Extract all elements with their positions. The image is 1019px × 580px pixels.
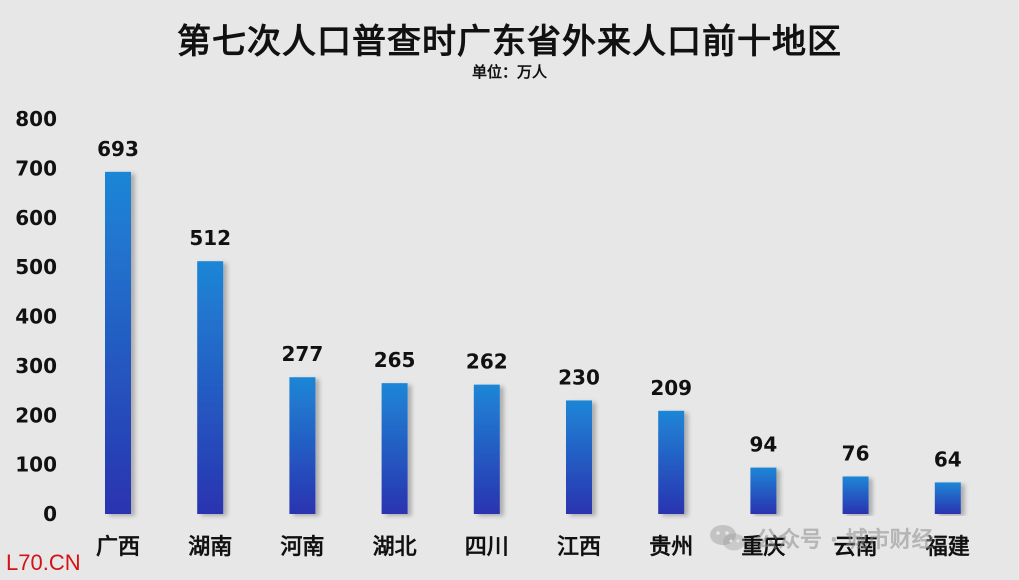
chart-title: 第七次人口普查时广东省外来人口前十地区	[177, 22, 842, 62]
data-label: 64	[934, 447, 962, 471]
bar	[289, 377, 316, 514]
y-tick-label: 300	[15, 354, 57, 378]
data-label: 230	[558, 365, 600, 389]
x-tick-label: 福建	[925, 535, 970, 560]
bar	[842, 476, 869, 514]
y-tick-label: 400	[15, 305, 57, 329]
bar	[658, 410, 685, 514]
bar	[566, 400, 592, 514]
bar	[934, 482, 961, 514]
y-tick-label: 600	[15, 206, 57, 230]
y-tick-label: 0	[43, 502, 57, 526]
x-tick-label: 云南	[834, 535, 878, 560]
data-label: 265	[374, 348, 416, 372]
bar	[473, 384, 500, 514]
y-tick-label: 200	[15, 403, 57, 427]
watermark-left: L70.CN	[6, 550, 81, 575]
x-tick-label: 四川	[465, 535, 509, 560]
data-label: 693	[97, 137, 139, 161]
y-tick-label: 500	[15, 255, 57, 279]
data-label: 277	[282, 342, 324, 366]
bar	[197, 261, 224, 514]
watermark-wechat: 公众号 · 城市财经	[708, 522, 934, 554]
data-label: 512	[189, 226, 231, 250]
data-label: 262	[466, 350, 508, 374]
x-tick-label: 重庆	[741, 534, 785, 560]
x-tick-label: 湖南	[188, 535, 232, 560]
y-tick-label: 800	[15, 107, 57, 131]
y-tick-label: 100	[15, 453, 57, 477]
x-tick-label: 贵州	[649, 535, 693, 560]
x-tick-label: 江西	[557, 535, 601, 560]
y-tick-label: 700	[15, 156, 57, 180]
x-tick-label: 湖北	[373, 535, 417, 560]
chart-subtitle: 单位：万人	[471, 63, 547, 81]
data-label: 94	[749, 433, 777, 457]
watermark-right-text: 公众号 · 城市财经	[756, 528, 934, 553]
bar	[750, 467, 777, 514]
wechat-icon	[708, 523, 748, 553]
x-tick-label: 河南	[280, 535, 324, 560]
bar	[381, 383, 408, 514]
x-tick-label: 广西	[96, 534, 140, 560]
data-label: 209	[650, 376, 692, 400]
data-label: 76	[842, 441, 870, 465]
bar	[105, 171, 131, 515]
